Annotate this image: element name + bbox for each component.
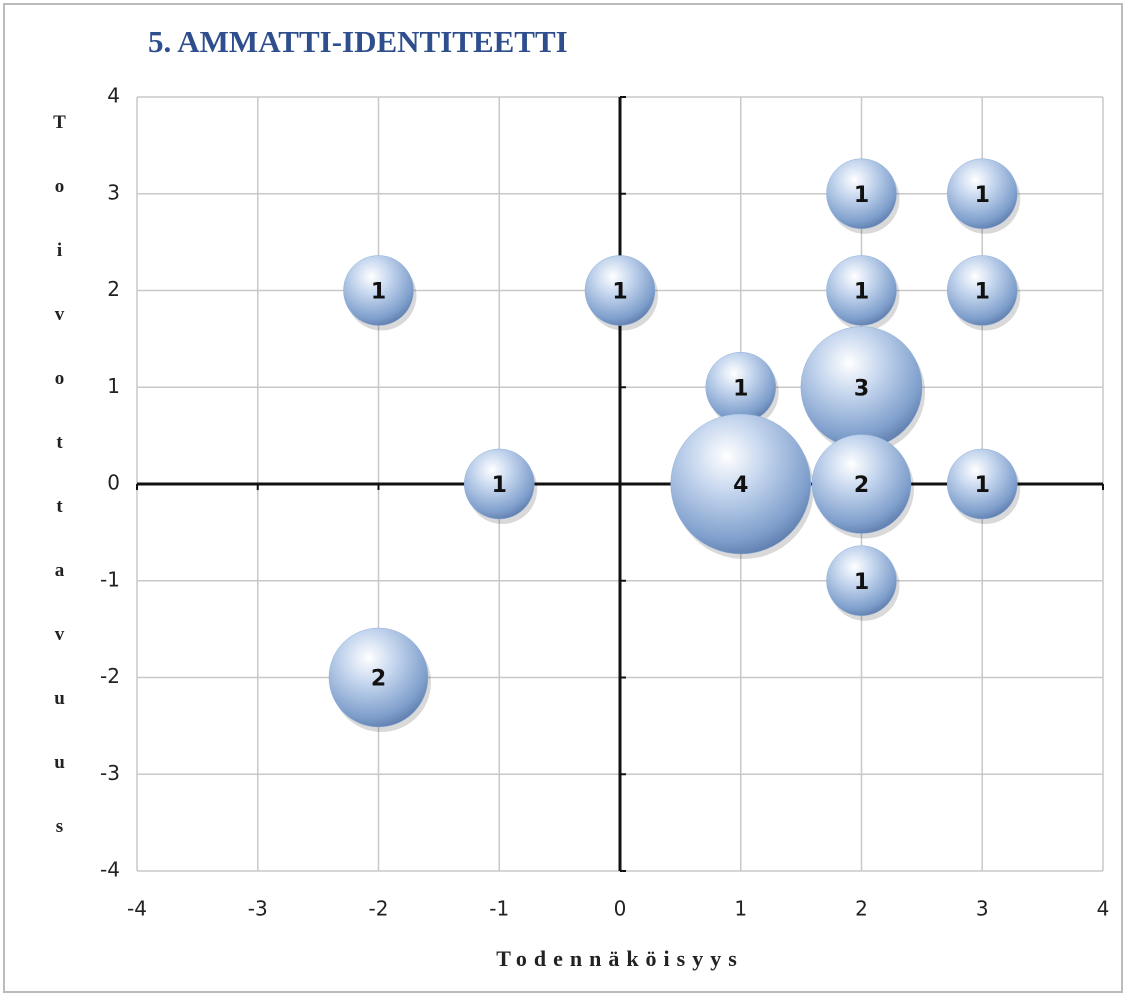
y-tick-label: 0 [107,471,120,495]
y-tick-label: 2 [107,277,120,301]
data-label: 2 [371,667,386,692]
data-label: 1 [854,280,869,305]
data-label: 4 [733,473,748,498]
bubble [670,413,811,555]
data-label: 1 [854,570,869,595]
y-tick-label: 4 [107,84,120,108]
bubble [464,448,535,520]
bubble [826,545,897,616]
bubble [947,158,1018,229]
bubble [343,255,414,326]
data-label: 2 [854,473,869,498]
bubble [584,255,656,326]
data-label: 1 [975,473,990,498]
frame [3,3,1123,993]
y-tick-label: -4 [100,858,120,882]
data-label: 1 [975,183,990,208]
data-label: 3 [854,376,869,401]
bubble [328,627,429,728]
x-axis-title: Todennäköisyys [496,946,744,971]
chart-title: 5. AMMATTI-IDENTITEETTI [148,24,568,59]
data-label: 1 [975,280,990,305]
data-label: 1 [854,183,869,208]
y-axis-title: Toivottavuus [49,112,70,880]
x-tick-label: 3 [976,897,989,921]
x-tick-label: -1 [489,897,509,921]
x-tick-label: -2 [369,897,389,921]
bubble [947,255,1018,326]
data-label: 1 [371,280,386,305]
y-tick-label: 3 [107,180,120,204]
x-tick-label: 0 [614,897,627,921]
y-tick-label: 1 [107,374,120,398]
y-tick-label: -2 [100,664,120,688]
data-label: 1 [733,376,748,401]
x-tick-label: 1 [734,897,747,921]
x-tick-label: -4 [127,897,147,921]
x-tick-label: 4 [1097,897,1110,921]
bubble [947,448,1018,520]
y-tick-label: -1 [100,567,120,591]
y-tick-label: -3 [100,761,120,785]
bubble [826,255,897,326]
data-label: 1 [612,280,627,305]
bubble [826,158,897,229]
x-tick-label: -3 [248,897,268,921]
x-tick-label: 2 [855,897,868,921]
bubble [811,434,912,534]
data-label: 1 [492,473,507,498]
